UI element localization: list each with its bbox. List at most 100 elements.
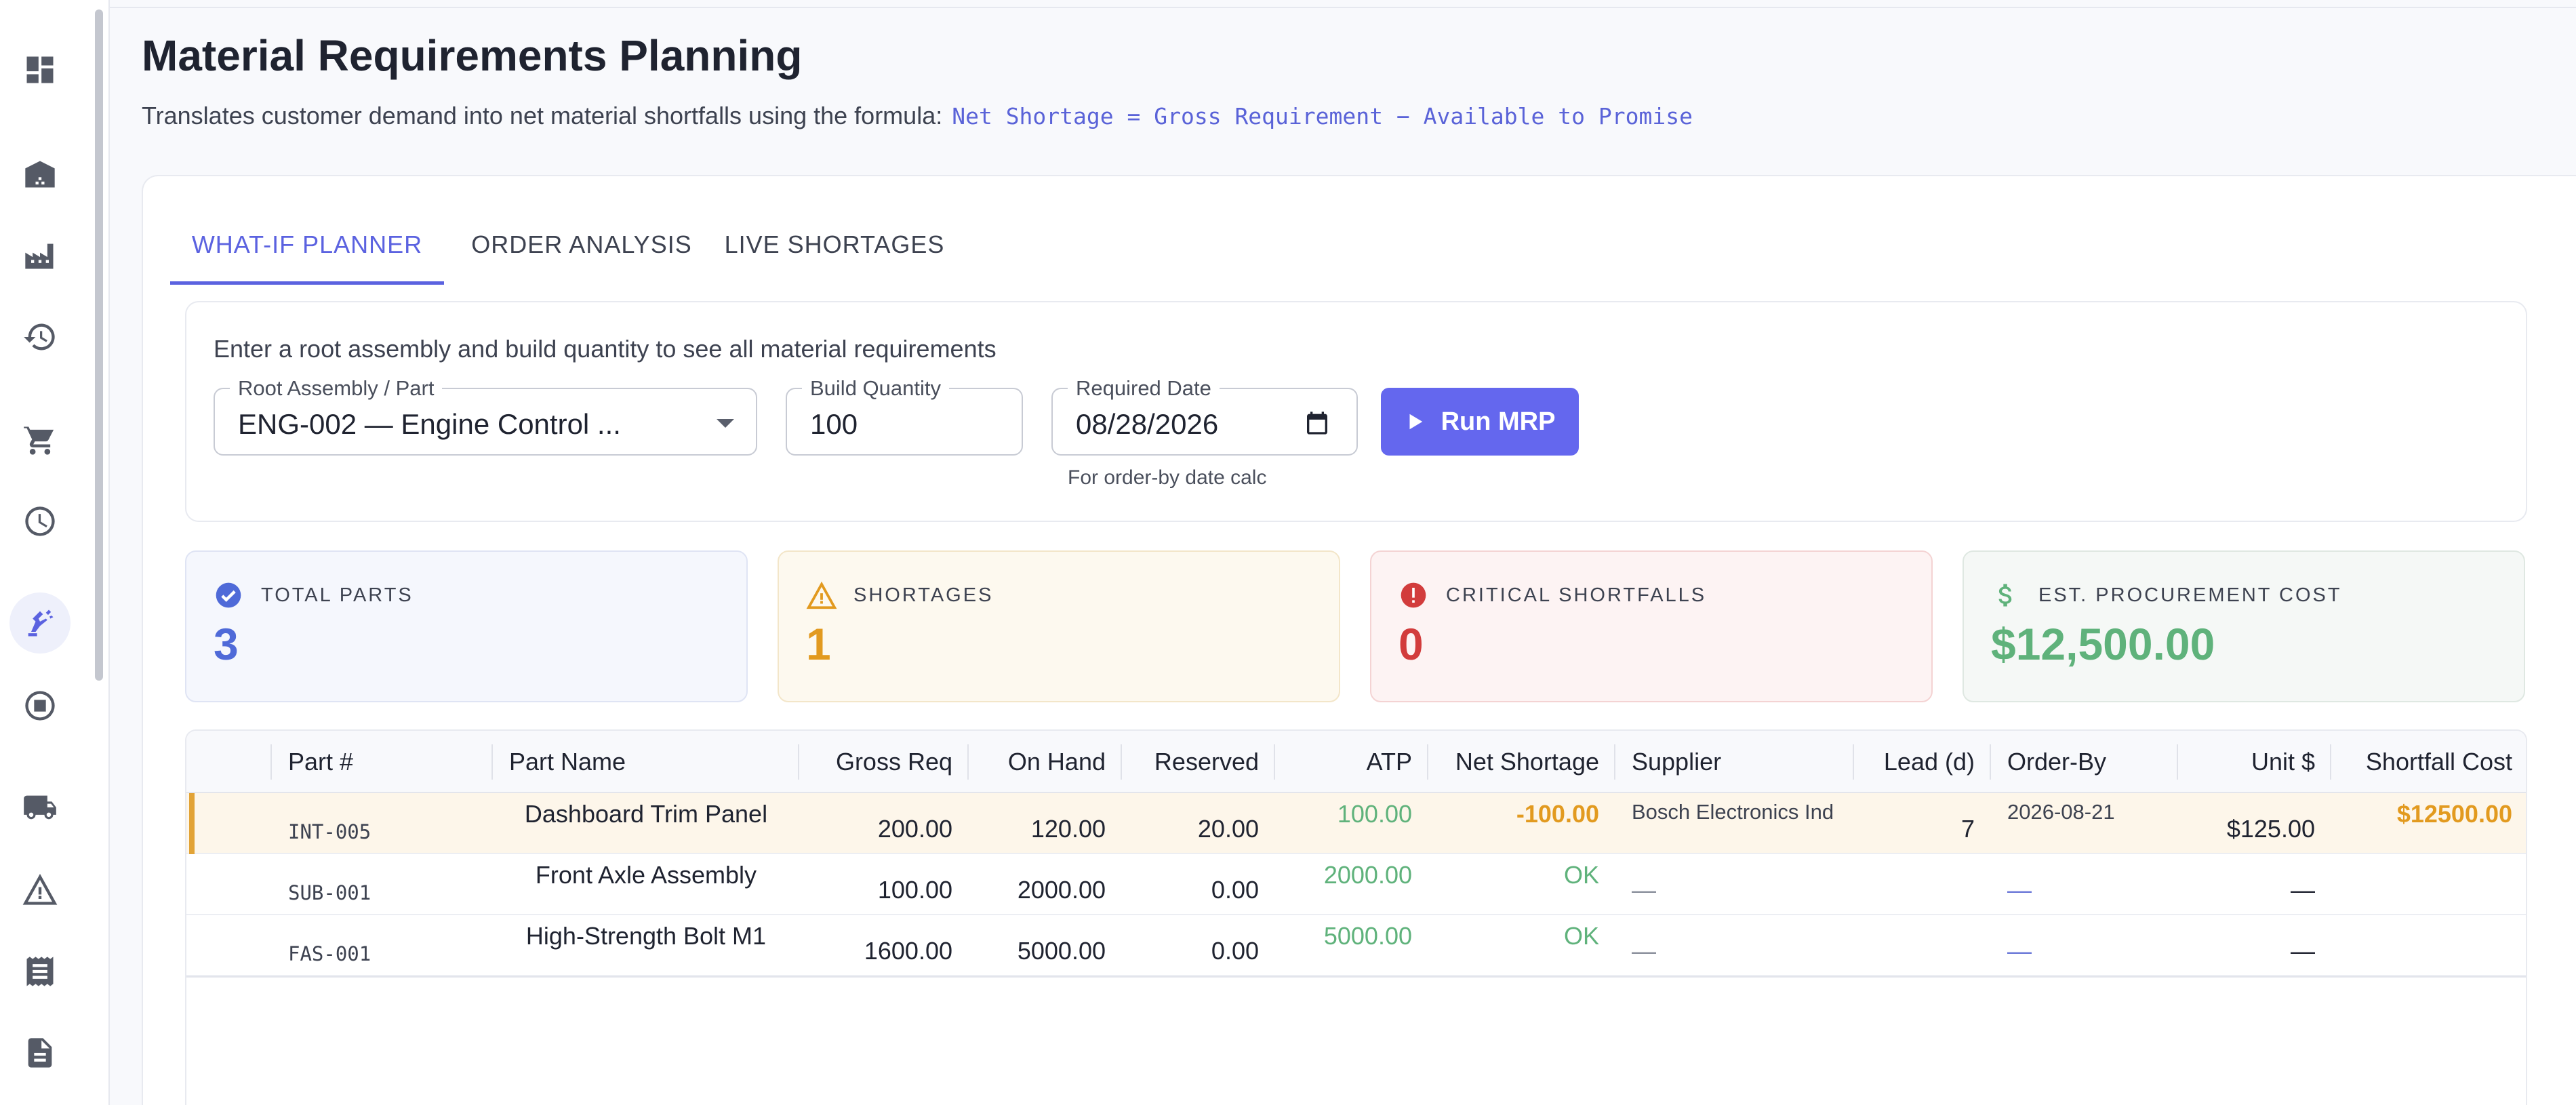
- cell-net-shortage: OK: [1563, 922, 1599, 950]
- cell-lead: 7: [1960, 815, 1975, 843]
- table-row[interactable]: SUB-001 Front Axle Assembly 100.00 2000.…: [186, 854, 2526, 915]
- warning-icon: [22, 874, 58, 905]
- column-header-reserved[interactable]: Reserved: [1122, 731, 1275, 793]
- cell-gross-req: 200.00: [877, 815, 952, 843]
- sidebar-item-warehouse[interactable]: [9, 144, 71, 205]
- column-header-part-name[interactable]: Part Name: [493, 731, 799, 793]
- cell-order-by: —: [2007, 876, 2032, 904]
- cell-unit-cost: —: [2291, 876, 2315, 904]
- column-header-atp[interactable]: ATP: [1275, 731, 1428, 793]
- chevron-down-icon[interactable]: [717, 419, 734, 428]
- cell-part-no: SUB-001: [288, 881, 371, 904]
- cell-net-shortage: -100.00: [1516, 800, 1599, 828]
- cell-supplier: —: [1632, 876, 1656, 904]
- cell-atp: 2000.00: [1323, 861, 1412, 889]
- run-mrp-button[interactable]: Run MRP: [1381, 388, 1579, 456]
- sidebar-item-production[interactable]: [9, 592, 71, 654]
- sidebar-item-factory[interactable]: [9, 225, 71, 286]
- cell-order-by: 2026-08-21: [2007, 800, 2115, 824]
- tab-what-if-planner[interactable]: WHAT-IF PLANNER: [170, 203, 444, 285]
- root-assembly-value: ENG-002 — Engine Control ...: [238, 408, 621, 440]
- cell-unit-cost: $125.00: [2226, 815, 2315, 843]
- stat-label: TOTAL PARTS: [261, 584, 414, 606]
- stat-label: EST. PROCUREMENT COST: [2038, 584, 2342, 606]
- stat-est-procurement-cost: EST. PROCUREMENT COST $12,500.00: [1963, 550, 2525, 702]
- cell-atp: 5000.00: [1323, 922, 1412, 950]
- robot-arm-icon: [28, 609, 54, 637]
- page-title: Material Requirements Planning: [142, 31, 803, 80]
- cell-shortfall-cost: [2331, 915, 2526, 976]
- sidebar-item-shipping[interactable]: [9, 777, 71, 838]
- stat-value: $12,500.00: [1991, 619, 2215, 669]
- receipt-icon: [26, 957, 54, 986]
- requirements-table: Part # Part Name Gross Req On Hand Reser…: [185, 729, 2527, 1105]
- column-header-part-no[interactable]: Part #: [272, 731, 493, 793]
- cell-part-no: FAS-001: [288, 942, 371, 965]
- sidebar-item-receipts[interactable]: [9, 941, 71, 1002]
- calendar-icon[interactable]: [1304, 409, 1331, 437]
- column-header-gross-req[interactable]: Gross Req: [799, 731, 969, 793]
- stat-critical-shortfalls: CRITICAL SHORTFALLS 0: [1370, 550, 1933, 702]
- column-header-unit-cost[interactable]: Unit $: [2178, 731, 2331, 793]
- column-header-shortfall-cost[interactable]: Shortfall Cost: [2365, 748, 2512, 776]
- cell-net-shortage: OK: [1563, 861, 1599, 889]
- factory-icon: [25, 243, 54, 269]
- column-header-net-shortage[interactable]: Net Shortage: [1428, 731, 1615, 793]
- stat-label: CRITICAL SHORTFALLS: [1446, 584, 1707, 606]
- build-quantity-label: Build Quantity: [802, 376, 949, 401]
- description-text: Translates customer demand into net mate…: [142, 102, 943, 129]
- cell-lead: [1854, 915, 1991, 976]
- sidebar-item-history[interactable]: [9, 306, 71, 367]
- column-header-lead[interactable]: Lead (d): [1854, 731, 1991, 793]
- play-icon: [1409, 414, 1422, 430]
- cell-reserved: 0.00: [1211, 876, 1259, 904]
- history-icon: [24, 323, 55, 350]
- shortage-flag: [189, 793, 195, 854]
- table-header: Part # Part Name Gross Req On Hand Reser…: [186, 731, 2526, 793]
- column-header-on-hand[interactable]: On Hand: [969, 731, 1122, 793]
- cell-part-no: INT-005: [288, 820, 371, 843]
- tab-live-shortages[interactable]: LIVE SHORTAGES: [724, 230, 945, 258]
- root-assembly-label: Root Assembly / Part: [230, 376, 443, 401]
- error-icon: [1401, 582, 1426, 608]
- cell-supplier: Bosch Electronics Ind: [1632, 800, 1834, 824]
- cell-unit-cost: —: [2291, 937, 2315, 965]
- sidebar-item-cart[interactable]: [9, 409, 71, 470]
- required-date-input[interactable]: Required Date 08/28/2026: [1051, 376, 1358, 456]
- sidebar-item-stop[interactable]: [9, 675, 71, 736]
- cell-on-hand: 2000.00: [1017, 876, 1106, 904]
- cell-reserved: 0.00: [1211, 937, 1259, 965]
- sidebar-item-dashboard[interactable]: [9, 39, 71, 100]
- build-quantity-input[interactable]: Build Quantity 100: [786, 376, 1023, 456]
- column-header-order-by[interactable]: Order-By: [1991, 731, 2178, 793]
- run-mrp-label: Run MRP: [1441, 407, 1556, 436]
- stat-value: 0: [1398, 619, 1424, 669]
- planner-intro: Enter a root assembly and build quantity…: [214, 335, 997, 363]
- sidebar-item-alerts[interactable]: [9, 860, 71, 921]
- tab-order-analysis[interactable]: ORDER ANALYSIS: [471, 230, 692, 258]
- cell-part-name: Dashboard Trim Panel: [524, 800, 768, 828]
- stat-value: 1: [806, 619, 831, 669]
- truck-icon: [24, 795, 56, 820]
- stat-total-parts: TOTAL PARTS 3: [185, 550, 748, 702]
- table-bottom-border: [186, 976, 2526, 978]
- cell-shortfall-cost: $12500.00: [2396, 800, 2512, 828]
- sidebar-scrollbar[interactable]: [95, 9, 103, 681]
- column-header-supplier[interactable]: Supplier: [1615, 731, 1854, 793]
- sidebar-item-clock[interactable]: [9, 491, 71, 552]
- stat-shortages: SHORTAGES 1: [778, 550, 1340, 702]
- column-header-flag: [186, 731, 272, 793]
- warning-icon: [806, 581, 837, 609]
- sidebar-item-documents[interactable]: [9, 1022, 71, 1083]
- cell-part-name: Front Axle Assembly: [535, 861, 757, 889]
- required-date-helper: For order-by date calc: [1068, 466, 1267, 489]
- root-assembly-select[interactable]: Root Assembly / Part ENG-002 — Engine Co…: [214, 376, 757, 456]
- formula-text: Net Shortage = Gross Requirement − Avail…: [952, 103, 1693, 129]
- build-quantity-value: 100: [810, 408, 858, 440]
- cell-lead: [1854, 854, 1991, 915]
- table-row[interactable]: INT-005 Dashboard Trim Panel 200.00 120.…: [186, 793, 2526, 854]
- cell-on-hand: 120.00: [1030, 815, 1106, 843]
- dollar-icon: [1998, 584, 2012, 607]
- table-row[interactable]: FAS-001 High-Strength Bolt M1 1600.00 50…: [186, 915, 2526, 976]
- check-circle-icon: [216, 582, 241, 608]
